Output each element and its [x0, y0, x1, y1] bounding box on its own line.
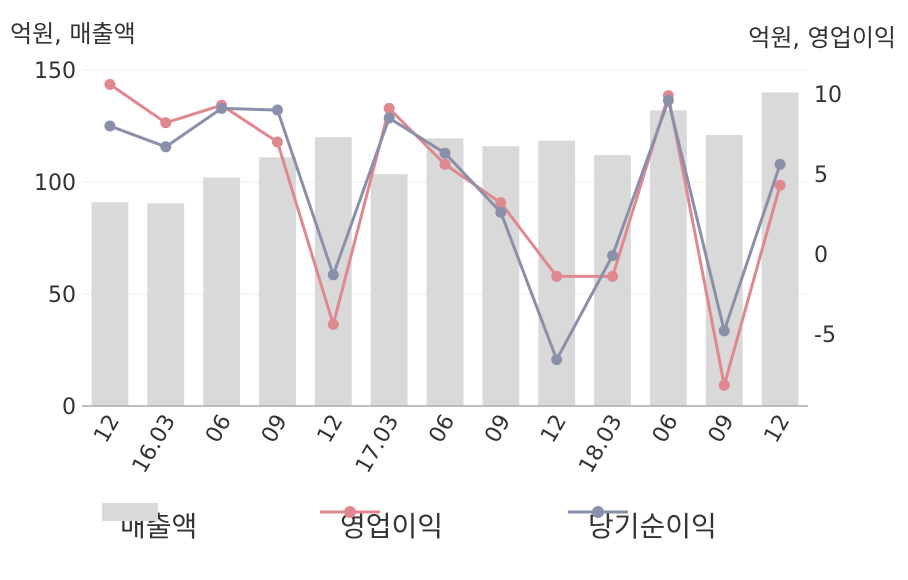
legend-label: 영업이익	[340, 510, 444, 543]
data-point	[718, 325, 730, 337]
x-tick-label: 12	[760, 411, 796, 448]
data-point	[327, 318, 339, 330]
data-point	[495, 197, 507, 209]
x-tick-label: 12	[536, 411, 572, 448]
bar	[426, 138, 464, 406]
legend-swatch-line	[320, 506, 380, 518]
x-tick-label: 12	[89, 411, 125, 448]
legend-swatch-line	[568, 506, 628, 518]
data-point	[495, 206, 507, 218]
legend-item-operating-profit: 영업이익	[320, 500, 443, 550]
data-point	[607, 270, 619, 282]
x-tick-label: 09	[257, 411, 293, 448]
data-point	[439, 147, 451, 159]
bar	[705, 134, 743, 406]
y-left-tick-label: 100	[34, 171, 76, 196]
bar	[761, 92, 799, 407]
x-tick-label: 06	[201, 411, 237, 448]
data-point	[383, 102, 395, 114]
y-right-tick-label: 0	[814, 243, 828, 268]
right-axis-unit: 억원, 영업이익	[748, 24, 896, 52]
y-left-tick-label: 50	[48, 283, 76, 308]
data-point	[104, 120, 116, 132]
bar	[370, 174, 408, 406]
data-point	[327, 269, 339, 281]
legend: 매출액 영업이익 당기순이익	[0, 500, 908, 550]
data-point	[216, 102, 228, 114]
x-tick-label: 12	[313, 411, 349, 448]
data-point	[551, 270, 563, 282]
x-tick-label: 06	[425, 411, 461, 448]
bar	[203, 177, 241, 406]
data-point	[774, 179, 786, 191]
bar	[91, 202, 129, 406]
y-right-tick-label: 5	[814, 163, 828, 188]
data-point	[160, 117, 172, 129]
x-tick-label: 06	[648, 411, 684, 448]
x-tick-label: 17.03	[351, 411, 404, 478]
data-point	[104, 78, 116, 90]
x-tick-label: 16.03	[128, 411, 181, 478]
y-left-tick-label: 0	[62, 395, 76, 420]
data-point	[271, 104, 283, 116]
legend-swatch-bar	[102, 503, 158, 521]
data-point	[718, 379, 730, 391]
x-tick-label: 09	[480, 411, 516, 448]
data-point	[383, 112, 395, 124]
data-point	[271, 136, 283, 148]
x-tick-label: 18.03	[575, 411, 628, 478]
legend-item-revenue: 매출액	[100, 500, 197, 550]
bar	[259, 157, 296, 406]
bar	[147, 203, 185, 406]
bar	[482, 146, 520, 406]
legend-item-net-income: 당기순이익	[568, 500, 717, 550]
data-point	[607, 250, 619, 262]
x-tick-label: 09	[704, 411, 740, 448]
data-point	[662, 94, 674, 106]
data-point	[774, 158, 786, 170]
data-point	[160, 141, 172, 153]
y-right-tick-label: -5	[814, 323, 836, 348]
legend-label: 당기순이익	[588, 510, 717, 543]
y-right-tick-label: 10	[814, 83, 842, 108]
data-point	[439, 158, 451, 170]
left-axis-unit: 억원, 매출액	[10, 20, 136, 48]
y-left-tick-label: 150	[34, 59, 76, 84]
data-point	[551, 354, 563, 366]
